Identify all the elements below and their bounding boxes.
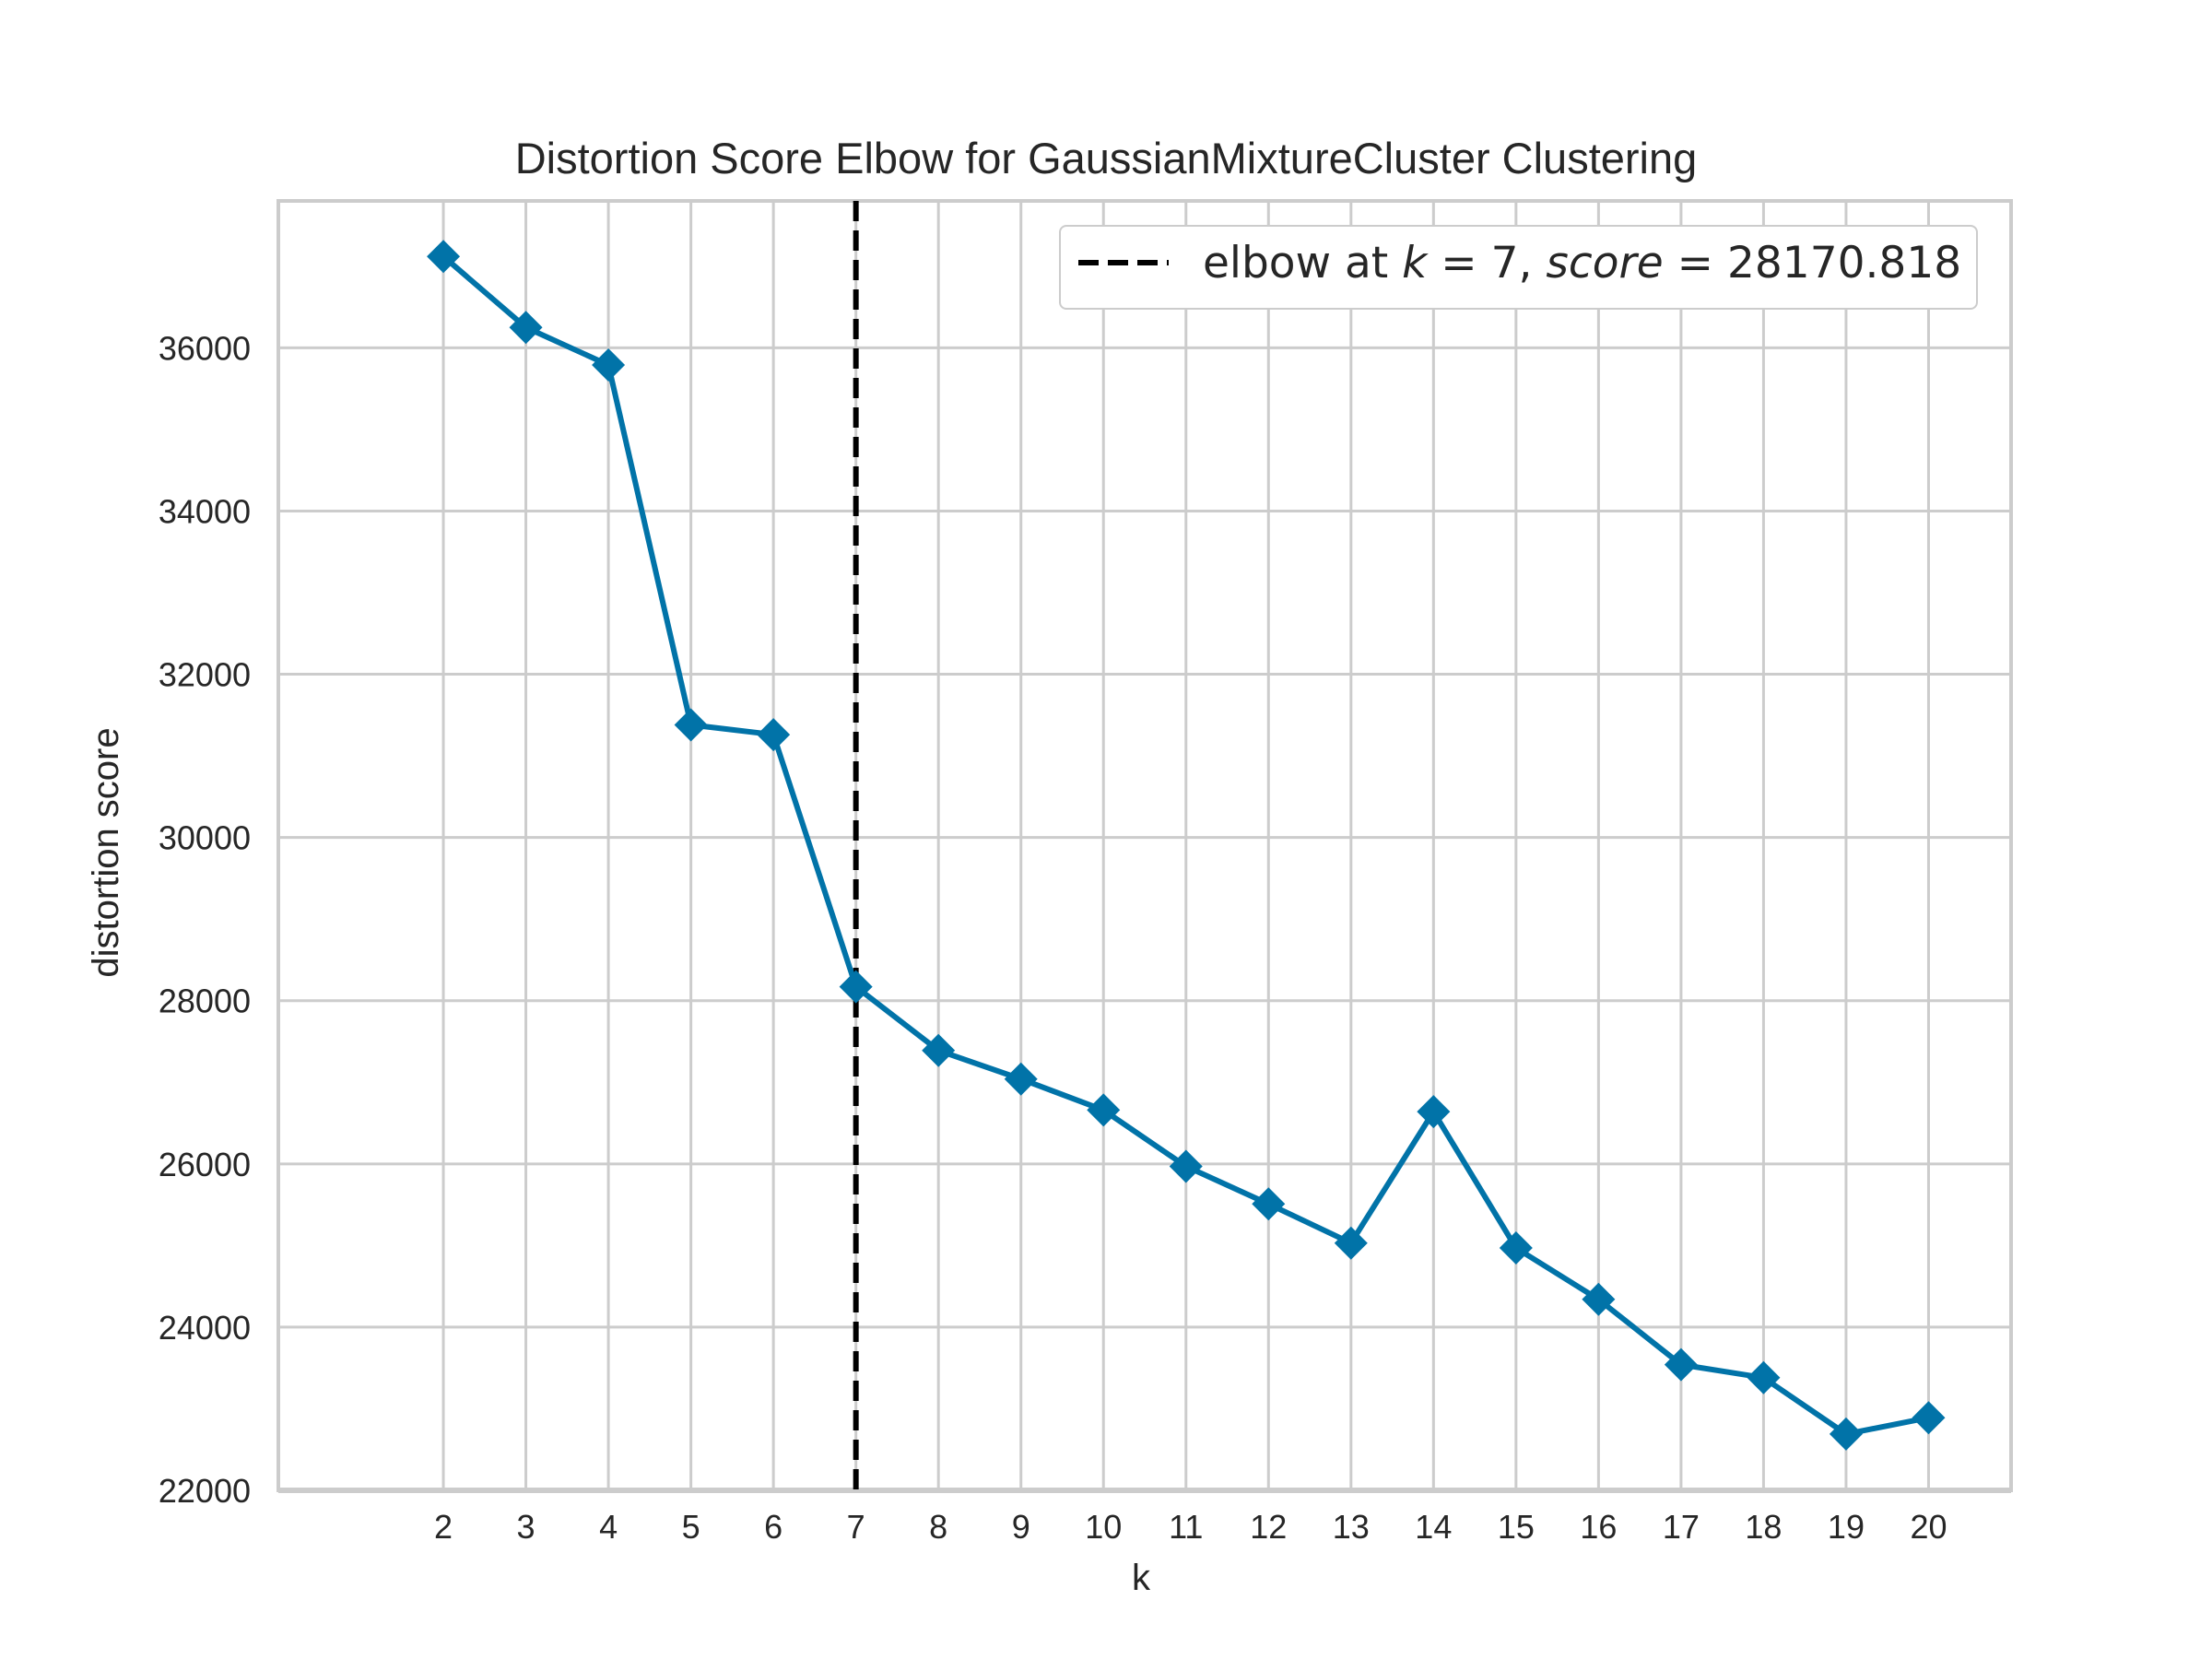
x-tick-label: 13 [1333, 1508, 1370, 1546]
data-point-marker [1087, 1093, 1121, 1127]
y-axis-label: distortion score [86, 727, 126, 977]
x-tick-label: 11 [1169, 1508, 1203, 1546]
y-tick-label: 30000 [159, 819, 251, 857]
y-tick-label: 26000 [159, 1146, 251, 1183]
data-point-marker [592, 347, 626, 382]
x-tick-label: 20 [1910, 1508, 1947, 1546]
chart-title: Distortion Score Elbow for GaussianMixtu… [515, 134, 1698, 182]
data-point-marker [1169, 1149, 1203, 1183]
data-point-marker [1747, 1360, 1781, 1394]
series-layer [427, 240, 1946, 1451]
x-tick-label: 19 [1828, 1508, 1865, 1546]
data-point-marker [922, 1033, 956, 1067]
legend-prefix: elbow at [1203, 238, 1402, 288]
x-tick-label: 9 [1012, 1508, 1030, 1546]
x-axis-label: k [1132, 1558, 1151, 1598]
y-tick-label: 32000 [159, 656, 251, 694]
data-point-marker [1829, 1417, 1863, 1451]
x-tick-label: 16 [1580, 1508, 1617, 1546]
legend-k-symbol: k [1402, 238, 1429, 288]
data-point-marker [1664, 1347, 1698, 1382]
data-point-marker [509, 311, 543, 345]
y-tick-label: 22000 [159, 1472, 251, 1510]
y-tick-label: 28000 [159, 982, 251, 1020]
data-point-marker [1417, 1095, 1451, 1129]
data-point-marker [1499, 1231, 1533, 1265]
y-tick-label: 34000 [159, 492, 251, 530]
x-tick-label: 4 [599, 1508, 618, 1546]
data-point-marker [839, 970, 873, 1004]
legend-score-symbol: score [1546, 238, 1663, 288]
x-tick-label: 12 [1250, 1508, 1287, 1546]
legend-k-value: = 7, [1427, 238, 1546, 288]
tick-layer: 2 3 4 5 6 7 8 9 10 11 12 13 14 15 16 17 18 19 20 22000 24000… [159, 329, 1947, 1546]
x-tick-label: 7 [847, 1508, 865, 1546]
legend-box [1059, 225, 1978, 310]
legend-elbow-label: elbow at k = 7, score = 28170.818 [1203, 238, 1961, 288]
legend: elbow at k = 7, score = 28170.818 [1059, 225, 1978, 310]
x-tick-label: 14 [1415, 1508, 1452, 1546]
data-point-marker [1334, 1226, 1368, 1260]
y-tick-label: 36000 [159, 329, 251, 367]
legend-score-value: = 28170.818 [1664, 238, 1961, 288]
x-tick-label: 2 [434, 1508, 453, 1546]
x-tick-label: 3 [517, 1508, 535, 1546]
data-point-marker [427, 240, 461, 274]
plot-frame [276, 199, 2013, 1492]
data-point-marker [674, 708, 708, 742]
x-tick-label: 18 [1745, 1508, 1782, 1546]
data-point-marker [757, 718, 791, 752]
data-point-marker [1582, 1282, 1616, 1316]
data-point-marker [1912, 1401, 1946, 1435]
x-tick-label: 6 [764, 1508, 782, 1546]
y-tick-label: 24000 [159, 1309, 251, 1347]
x-tick-label: 8 [929, 1508, 947, 1546]
x-tick-label: 17 [1663, 1508, 1700, 1546]
x-tick-label: 15 [1498, 1508, 1535, 1546]
x-tick-label: 10 [1085, 1508, 1122, 1546]
data-point-marker [1004, 1062, 1038, 1096]
x-tick-label: 5 [682, 1508, 700, 1546]
data-point-marker [1252, 1187, 1286, 1221]
